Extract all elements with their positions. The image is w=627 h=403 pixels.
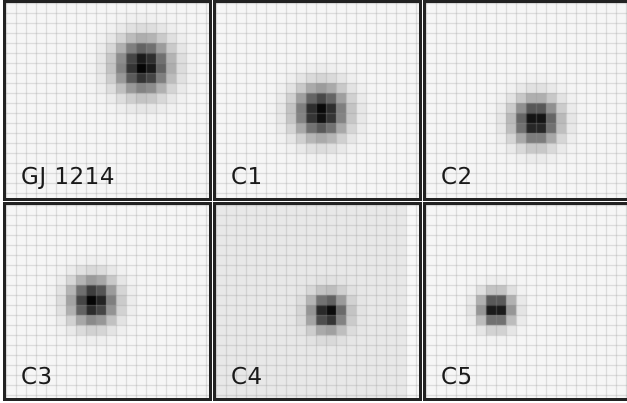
panel-label: C1 [231,164,263,190]
panel-label: C4 [231,364,263,390]
star-stamp-gj1214: GJ 1214 [3,0,212,201]
star-stamp-c5: C5 [423,202,627,401]
stamp-image [216,3,419,198]
star-stamp-c3: C3 [3,202,212,401]
stamp-image [6,3,209,198]
panel-label: C5 [441,364,473,390]
stamp-image [6,205,209,398]
star-stamp-c4: C4 [213,202,422,401]
stamp-image [426,205,627,398]
panel-label: C2 [441,164,473,190]
stamp-image [216,205,419,398]
stamp-image [426,3,627,198]
star-stamp-c1: C1 [213,0,422,201]
panel-label: C3 [21,364,53,390]
star-stamp-c2: C2 [423,0,627,201]
panel-label: GJ 1214 [21,164,115,190]
